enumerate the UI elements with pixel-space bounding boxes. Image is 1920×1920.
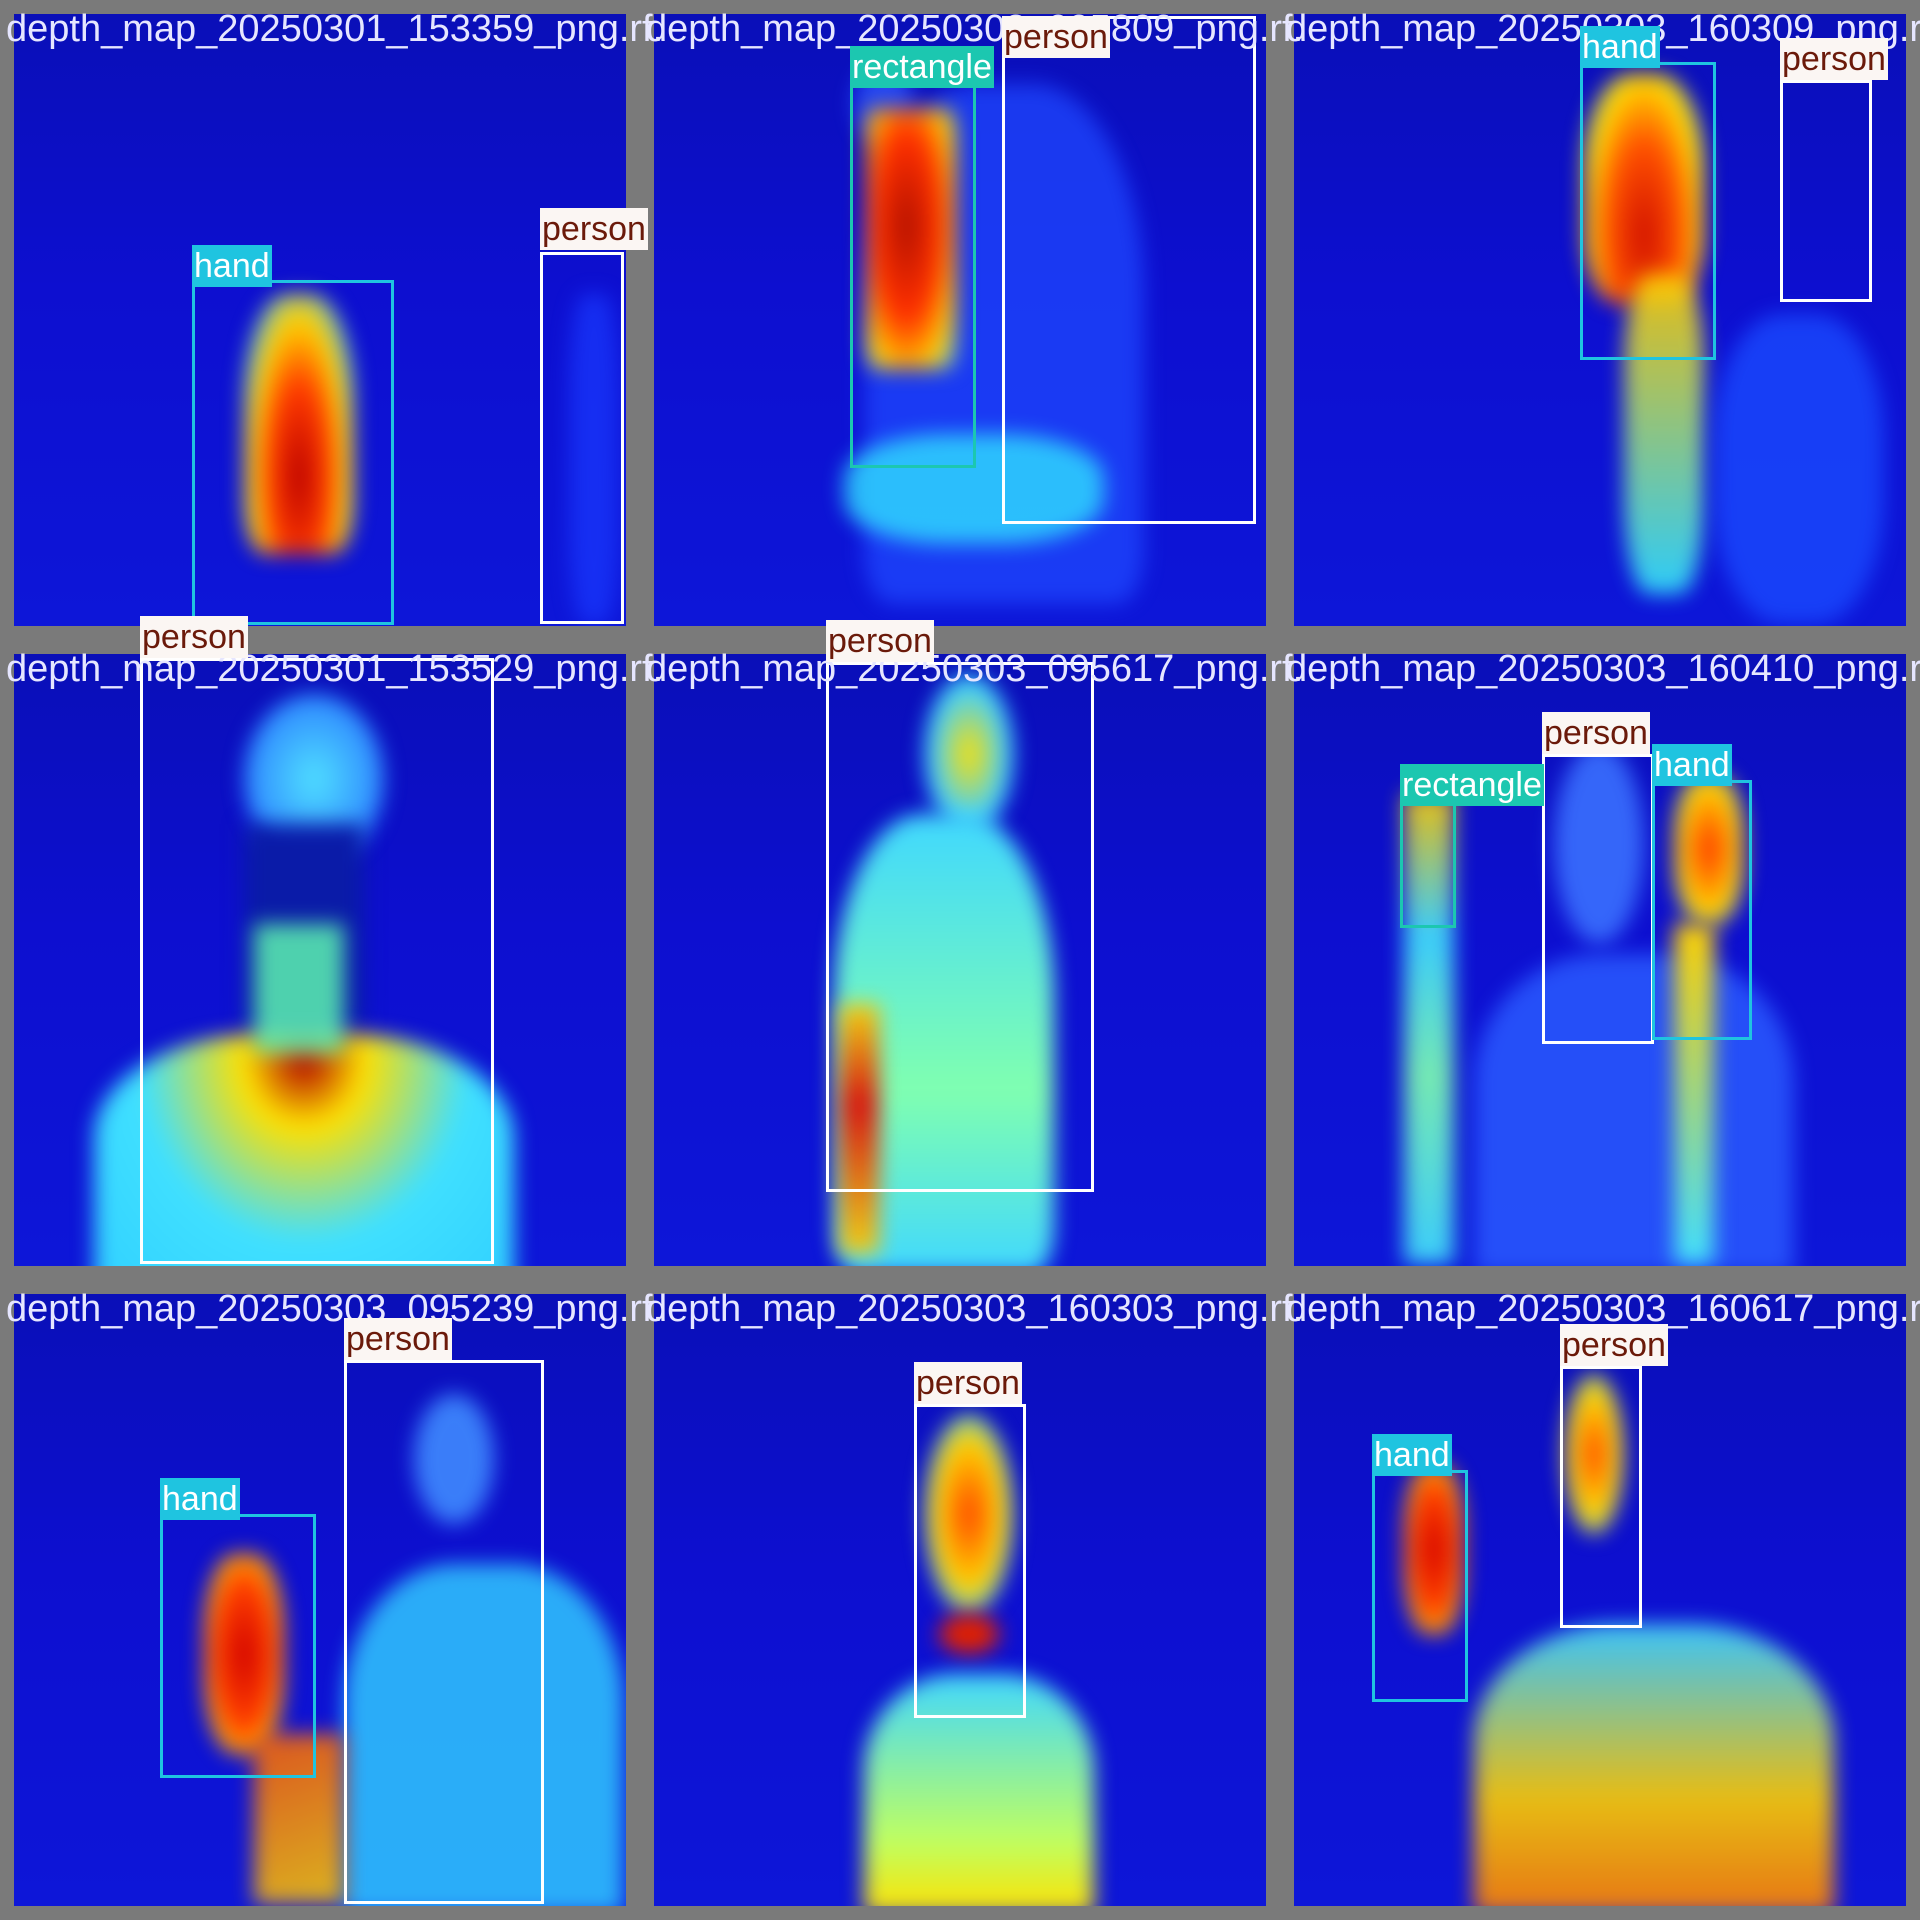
hand-label: hand xyxy=(1652,744,1732,786)
person-bbox xyxy=(1780,80,1872,302)
person-label: person xyxy=(1542,712,1650,754)
hand-label: hand xyxy=(160,1478,240,1520)
person-bbox xyxy=(1560,1366,1642,1628)
person-bbox xyxy=(140,658,494,1264)
depth-image xyxy=(14,1294,626,1906)
person-label: person xyxy=(826,620,934,662)
depth-image xyxy=(14,14,626,626)
person-bbox xyxy=(344,1360,544,1904)
hand-bbox xyxy=(192,280,394,625)
tile-8: depth_map_20250303_160303_png.rf. person xyxy=(640,1280,1303,1920)
tile-7: depth_map_20250303_095239_png.rf. person… xyxy=(0,1280,663,1920)
depth-image xyxy=(14,654,626,1266)
person-label: person xyxy=(140,616,248,658)
tile-2: depth_map_20250303_095809_png.rf. rectan… xyxy=(640,0,1303,640)
person-bbox xyxy=(914,1404,1026,1718)
rectangle-label: rectangle xyxy=(1400,764,1544,806)
person-bbox xyxy=(540,252,624,624)
hand-bbox xyxy=(1580,62,1716,360)
person-bbox xyxy=(1002,16,1256,524)
person-label: person xyxy=(1780,38,1888,80)
hand-label: hand xyxy=(1372,1434,1452,1476)
depth-image xyxy=(1294,1294,1906,1906)
depth-image xyxy=(1294,14,1906,626)
tile-9: depth_map_20250303_160617_png.r person h… xyxy=(1280,1280,1920,1920)
person-label: person xyxy=(1002,16,1110,58)
tile-6: depth_map_20250303_160410_png.r rectangl… xyxy=(1280,640,1920,1280)
hand-label: hand xyxy=(192,245,272,287)
person-label: person xyxy=(540,208,648,250)
tile-3: depth_map_20250303_160309_png.r hand per… xyxy=(1280,0,1920,640)
tile-4: depth_map_20250301_153529_png.rf. person xyxy=(0,616,663,1280)
hand-bbox xyxy=(160,1514,316,1778)
tile-1: depth_map_20250301_153359_png.rf. hand p… xyxy=(0,0,663,640)
person-label: person xyxy=(344,1318,452,1360)
hand-bbox xyxy=(1652,780,1752,1040)
person-label: person xyxy=(914,1362,1022,1404)
rectangle-label: rectangle xyxy=(850,46,994,88)
tile-5: depth_map_20250303_095617_png.rf. person xyxy=(640,620,1303,1280)
person-bbox xyxy=(826,662,1094,1192)
person-label: person xyxy=(1560,1324,1668,1366)
hand-label: hand xyxy=(1580,26,1660,68)
rectangle-bbox xyxy=(850,84,976,468)
person-bbox xyxy=(1542,754,1654,1044)
depth-image xyxy=(654,654,1266,1266)
hand-bbox xyxy=(1372,1470,1468,1702)
